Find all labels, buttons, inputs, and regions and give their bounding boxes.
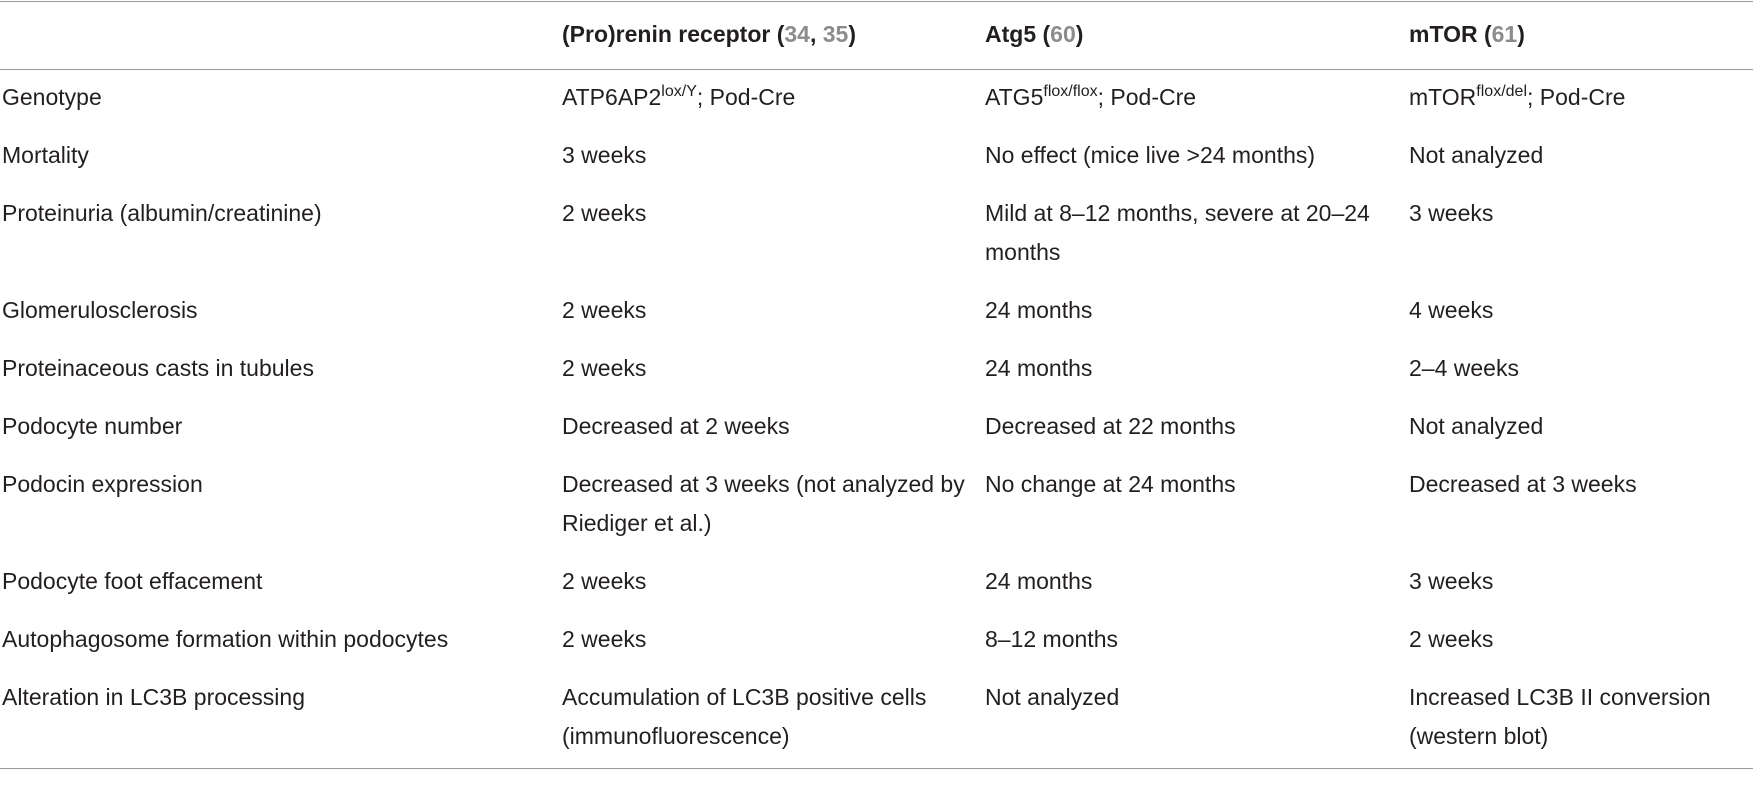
table-cell: 2–4 weeks xyxy=(1409,355,1519,381)
table-cell: Decreased at 2 weeks xyxy=(562,413,790,439)
table-cell: 2 weeks xyxy=(562,200,647,226)
reference-link[interactable]: 35 xyxy=(822,21,849,47)
header-blank xyxy=(0,1,562,70)
row-label: Proteinaceous casts in tubules xyxy=(2,355,314,381)
table-row: Proteinuria (albumin/creatinine) 2 weeks… xyxy=(0,186,1753,283)
row-label: Podocyte foot effacement xyxy=(2,568,263,594)
table-cell: Decreased at 3 weeks (not analyzed by Ri… xyxy=(562,471,965,536)
table-row: Glomerulosclerosis 2 weeks 24 months 4 w… xyxy=(0,283,1753,341)
row-label: Podocyte number xyxy=(2,413,183,439)
table-cell: No effect (mice live >24 months) xyxy=(985,142,1316,168)
table-cell: 3 weeks xyxy=(1409,568,1494,594)
reference-link[interactable]: 60 xyxy=(1050,21,1076,47)
reference-link[interactable]: 61 xyxy=(1491,21,1518,47)
table-row: Proteinaceous casts in tubules 2 weeks 2… xyxy=(0,341,1753,399)
row-label: Autophagosome formation within podocytes xyxy=(2,626,449,652)
header-mtor: mTOR (61) xyxy=(1409,1,1753,70)
table-cell: Accumulation of LC3B positive cells (imm… xyxy=(562,670,985,769)
table-cell: 3 weeks xyxy=(562,142,647,168)
genotype-cell: ATP6AP2lox/Y; Pod-Cre xyxy=(562,83,796,111)
table-cell: 2 weeks xyxy=(1409,626,1494,652)
table-cell: Not analyzed xyxy=(1409,142,1544,168)
table-cell: Decreased at 22 months xyxy=(985,413,1236,439)
table-cell: 2 weeks xyxy=(562,626,647,652)
table-cell: Not analyzed xyxy=(1409,413,1544,439)
table-cell: 24 months xyxy=(985,297,1093,323)
row-label: Alteration in LC3B processing xyxy=(0,670,562,769)
table-row: Podocyte number Decreased at 2 weeks Dec… xyxy=(0,399,1753,457)
reference-link[interactable]: 34 xyxy=(784,21,810,47)
table-cell: 2 weeks xyxy=(562,297,647,323)
table-cell: 4 weeks xyxy=(1409,297,1494,323)
table-row: Alteration in LC3B processing Accumulati… xyxy=(0,670,1753,769)
table-cell: 2 weeks xyxy=(562,355,647,381)
table-row: Autophagosome formation within podocytes… xyxy=(0,612,1753,670)
table-row: Mortality 3 weeks No effect (mice live >… xyxy=(0,128,1753,186)
table-row: Genotype ATP6AP2lox/Y; Pod-Cre ATG5flox/… xyxy=(0,70,1753,129)
table-row: Podocyte foot effacement 2 weeks 24 mont… xyxy=(0,554,1753,612)
row-label: Mortality xyxy=(2,142,89,168)
table-cell: Decreased at 3 weeks xyxy=(1409,471,1637,497)
row-label: Proteinuria (albumin/creatinine) xyxy=(2,200,322,226)
table-cell: Increased LC3B II conversion (western bl… xyxy=(1409,670,1753,769)
table-cell: 24 months xyxy=(985,355,1093,381)
row-label: Genotype xyxy=(2,84,102,110)
header-row: (Pro)renin receptor (34, 35) Atg5 (60) m… xyxy=(0,1,1753,70)
header-prorenin-receptor: (Pro)renin receptor (34, 35) xyxy=(562,1,985,70)
row-label: Glomerulosclerosis xyxy=(2,297,198,323)
table-cell: No change at 24 months xyxy=(985,471,1236,497)
table-cell: 24 months xyxy=(985,568,1093,594)
header-atg5: Atg5 (60) xyxy=(985,1,1409,70)
table-cell: 2 weeks xyxy=(562,568,647,594)
comparison-table: (Pro)renin receptor (34, 35) Atg5 (60) m… xyxy=(0,1,1753,769)
table-cell: 3 weeks xyxy=(1409,200,1494,226)
genotype-cell: mTORflox/del; Pod-Cre xyxy=(1409,83,1626,111)
genotype-cell: ATG5flox/flox; Pod-Cre xyxy=(985,83,1197,111)
row-label: Podocin expression xyxy=(2,471,203,497)
table-cell: 8–12 months xyxy=(985,626,1118,652)
table-cell: Not analyzed xyxy=(985,670,1409,769)
table-row: Podocin expression Decreased at 3 weeks … xyxy=(0,457,1753,554)
table-cell: Mild at 8–12 months, severe at 20–24 mon… xyxy=(985,200,1370,265)
